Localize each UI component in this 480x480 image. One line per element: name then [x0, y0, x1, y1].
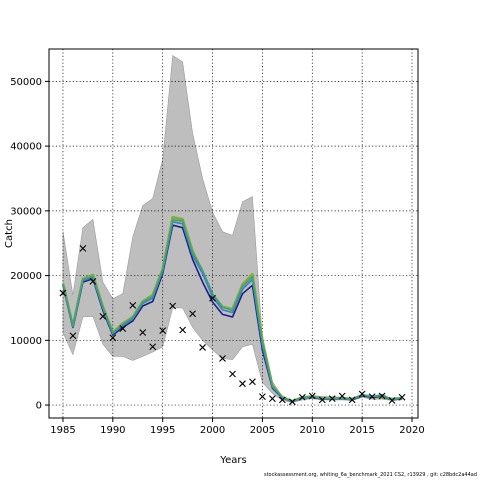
observation-point — [179, 326, 187, 334]
footer-note: stockassessment.org, whiting_6a_benchmar… — [263, 472, 477, 478]
confidence-band — [62, 54, 403, 403]
y-tick-label: 40000 — [10, 142, 42, 153]
x-tick-label: 2010 — [300, 425, 325, 436]
observation-point — [249, 378, 256, 386]
y-tick-label: 10000 — [10, 336, 42, 347]
observation-point — [328, 395, 336, 402]
observation-point — [129, 301, 137, 309]
observation-point — [199, 344, 206, 351]
x-axis: 1985 1990 1995 2000 2005 2010 2015 2020 — [50, 418, 425, 436]
series-line-4 — [62, 219, 403, 403]
x-tick-label: 2000 — [200, 425, 225, 436]
y-axis: 0 10000 20000 30000 40000 50000 — [10, 77, 49, 412]
observation-point — [89, 278, 97, 285]
observation-point — [149, 343, 157, 351]
observation-point — [338, 392, 346, 400]
observation-point — [139, 329, 147, 336]
x-tick-label: 2005 — [250, 425, 275, 436]
observation-point — [378, 392, 386, 400]
observation-point — [59, 289, 67, 297]
y-axis-title: Catch — [4, 219, 15, 248]
observation-point — [368, 393, 376, 401]
observation-point — [398, 393, 406, 401]
series-layer — [61, 216, 403, 403]
observation-point — [259, 393, 266, 401]
y-tick-label: 0 — [36, 401, 42, 412]
observation-point — [239, 380, 246, 388]
grid-layer — [49, 49, 418, 418]
x-tick-label: 1995 — [150, 425, 175, 436]
observation-point — [99, 312, 107, 320]
x-tick-label: 1985 — [50, 425, 75, 436]
observation-point — [388, 397, 396, 404]
observation-point — [219, 355, 226, 362]
x-axis-title: Years — [219, 455, 246, 466]
observation-point — [169, 302, 177, 310]
observation-point — [229, 370, 236, 378]
observation-point — [69, 332, 77, 340]
observation-point — [269, 395, 276, 402]
observation-point — [318, 396, 326, 404]
observation-point — [109, 334, 117, 342]
observation-point — [278, 396, 286, 404]
observation-point — [308, 392, 316, 400]
observations-layer — [59, 245, 406, 406]
observation-point — [298, 393, 306, 401]
x-tick-label: 2020 — [399, 425, 424, 436]
observation-point — [79, 245, 87, 252]
observation-point — [348, 396, 356, 404]
observation-point — [209, 294, 216, 302]
plot-frame — [48, 48, 419, 419]
observation-point — [119, 325, 127, 333]
observation-point — [358, 390, 366, 398]
observation-point — [159, 327, 167, 334]
observation-point — [189, 310, 196, 318]
y-tick-label: 20000 — [10, 271, 42, 282]
x-tick-label: 2015 — [349, 425, 374, 436]
y-tick-label: 50000 — [10, 77, 42, 88]
y-tick-label: 30000 — [10, 206, 42, 217]
x-tick-label: 1990 — [100, 425, 125, 436]
confidence-band-layer — [62, 54, 403, 403]
observation-point — [288, 398, 296, 406]
